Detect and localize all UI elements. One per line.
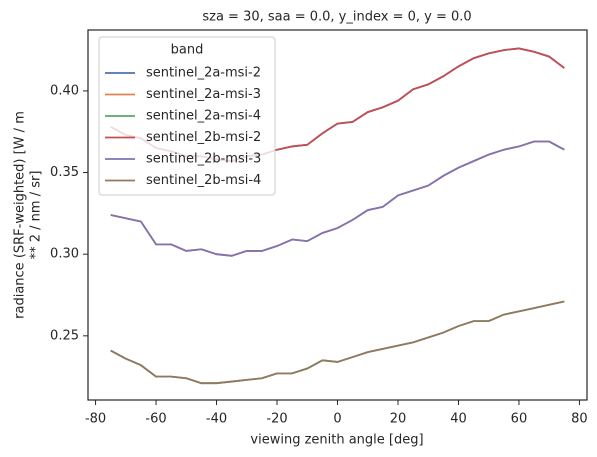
x-tick-label: -80 [85,412,106,427]
legend-title: band [171,43,204,58]
x-axis-label: viewing zenith angle [deg] [250,433,423,448]
x-tick-label: 60 [511,412,528,427]
y-tick-label: 0.35 [50,165,79,180]
y-tick-label: 0.40 [50,83,79,98]
x-tick-label: 20 [390,412,407,427]
y-axis-label: ** 2 / nm / sr] [29,171,44,260]
x-tick-label: 80 [571,412,588,427]
x-tick-label: 0 [333,412,341,427]
x-tick-label: -20 [266,412,287,427]
chart-title: sza = 30, saa = 0.0, y_index = 0, y = 0.… [202,10,471,25]
plot-frame [87,29,588,401]
legend-box [98,36,276,196]
series-line [110,140,565,257]
series-line [110,300,565,385]
x-tick-label: -60 [145,412,166,427]
x-tick-label: 40 [450,412,467,427]
legend-label: sentinel_2b-msi-3 [146,152,261,167]
y-axis-label: radiance (SRF-weighted) [W / m [13,111,28,319]
x-tick-label: -40 [206,412,227,427]
legend-label: sentinel_2a-msi-3 [146,87,261,102]
y-tick-label: 0.25 [50,328,79,343]
legend-label: sentinel_2a-msi-4 [146,109,261,124]
legend-label: sentinel_2b-msi-2 [146,130,261,145]
legend-label: sentinel_2b-msi-4 [146,173,261,188]
legend-label: sentinel_2a-msi-2 [146,66,261,81]
y-tick-label: 0.30 [50,247,79,262]
